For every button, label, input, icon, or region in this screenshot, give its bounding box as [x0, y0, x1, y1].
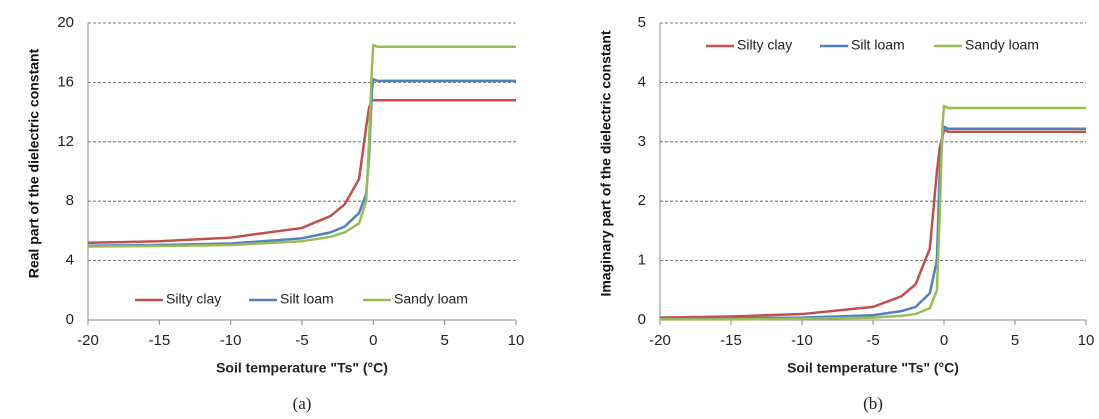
y-tick-label: 20 [57, 14, 74, 31]
x-tick-label: 10 [508, 332, 525, 349]
x-tick-label: 10 [1078, 332, 1095, 349]
series-line [659, 125, 1086, 321]
y-axis-label: Imaginary part of the dielectric constan… [597, 29, 614, 297]
x-tick-label: -20 [77, 332, 99, 349]
x-tick-label: -15 [148, 332, 170, 349]
legend-label: Silt loam [851, 37, 905, 53]
x-tick-label: -5 [866, 332, 879, 349]
legend-label: Sandy loam [394, 291, 468, 307]
caption: (a) [293, 394, 312, 413]
series-line [87, 98, 516, 245]
caption: (b) [863, 394, 883, 413]
y-tick-label: 4 [66, 252, 74, 269]
y-tick-label: 16 [57, 73, 74, 90]
x-tick-label: -10 [791, 332, 813, 349]
y-tick-label: 0 [638, 311, 646, 328]
x-tick-label: 0 [369, 332, 377, 349]
y-tick-label: 12 [57, 133, 74, 150]
series-line [87, 77, 516, 247]
x-axis-label: Soil temperature "Ts" (°C) [787, 360, 959, 376]
x-tick-label: -15 [720, 332, 742, 349]
y-axis-label: Real part of the dielectric constant [25, 48, 42, 278]
x-tick-label: 5 [440, 332, 448, 349]
series-line [660, 104, 1086, 321]
y-tick-label: 3 [638, 133, 646, 150]
x-axis-label: Soil temperature "Ts" (°C) [216, 360, 388, 376]
legend-label: Silty clay [166, 291, 221, 307]
x-tick-label: -5 [295, 332, 308, 349]
series-line [87, 43, 516, 248]
y-tick-label: 2 [638, 192, 646, 209]
legend-label: Silty clay [737, 37, 792, 53]
y-tick-label: 0 [66, 311, 74, 328]
y-tick-label: 1 [638, 252, 646, 269]
legend-label: Sandy loam [965, 37, 1039, 53]
legend-label: Silt loam [280, 291, 334, 307]
y-tick-label: 8 [66, 192, 74, 209]
x-tick-label: -20 [649, 332, 671, 349]
x-tick-label: 5 [1011, 332, 1019, 349]
series-line [659, 128, 1086, 319]
y-tick-label: 5 [638, 14, 646, 31]
x-tick-label: -10 [220, 332, 242, 349]
y-tick-label: 4 [638, 73, 646, 90]
x-tick-label: 0 [940, 332, 948, 349]
